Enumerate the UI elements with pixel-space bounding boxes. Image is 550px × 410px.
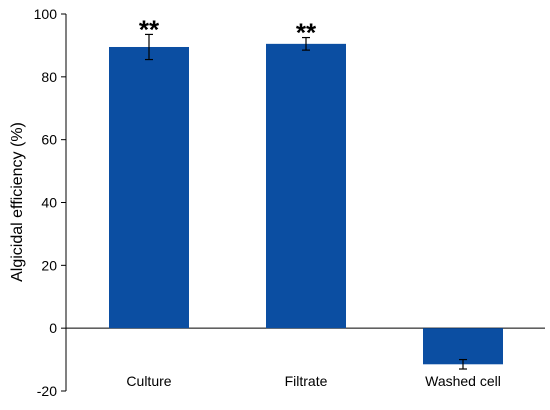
- y-tick-label: 80: [41, 69, 57, 85]
- bars: ** **: [109, 14, 503, 370]
- category-label: Culture: [126, 373, 171, 389]
- y-tick-label: 20: [41, 257, 57, 273]
- y-axis-label: Algicidal efficiency (%): [9, 122, 26, 282]
- y-tick-label: 0: [49, 320, 57, 336]
- y-tick-label: -20: [37, 383, 57, 399]
- significance-marker: **: [139, 14, 160, 44]
- y-tick-label: 60: [41, 132, 57, 148]
- bar: [266, 43, 346, 329]
- bar: [109, 46, 189, 329]
- category-labels: Culture Filtrate Washed cell: [126, 373, 500, 389]
- y-tick-label: 40: [41, 195, 57, 211]
- category-label: Washed cell: [425, 373, 501, 389]
- bar: [423, 328, 503, 365]
- significance-marker: **: [296, 18, 317, 48]
- y-tick-label: 100: [34, 6, 58, 22]
- category-label: Filtrate: [285, 373, 328, 389]
